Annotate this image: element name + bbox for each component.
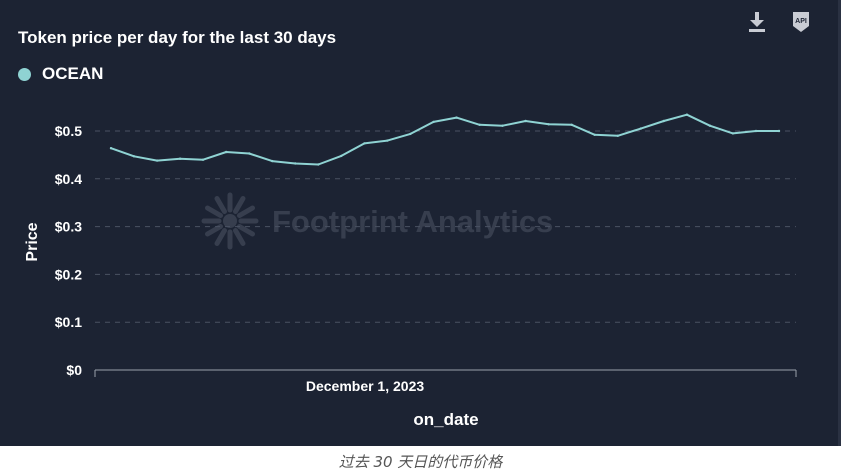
data-point [225,150,228,154]
data-point [662,119,665,123]
y-tick-label: $0.4 [55,171,82,187]
data-point [593,133,596,136]
y-tick-label: $0.3 [55,219,82,235]
watermark-ray [237,224,255,237]
watermark-ray [214,228,227,246]
data-point [201,158,205,161]
data-point [178,157,182,160]
watermark-text: Footprint Analytics [272,204,553,239]
grid-lines [95,130,796,323]
watermark-ray [214,196,227,214]
legend-swatch-icon [18,67,31,81]
data-point [754,129,758,133]
data-point [478,123,481,127]
data-point [317,163,320,166]
y-axis-ticks: $0 $0.1 $0.2 $0.3 $0.4 $0.5 [55,123,82,378]
data-point [109,147,113,150]
api-icon[interactable]: API [791,11,811,33]
data-point [432,120,435,124]
api-icon-label: API [795,18,807,25]
watermark-core [223,214,237,228]
download-icon[interactable] [747,11,767,33]
data-point [386,139,389,142]
y-tick-label: $0.1 [55,314,82,330]
data-point [570,123,573,127]
watermark-ray [233,196,246,214]
watermark: Footprint Analytics [201,192,553,250]
chart-canvas: Footprint Analytics $0$0.1$0.2$0.3$0.4$0… [24,113,797,429]
data-point [547,123,550,126]
data-point [501,124,504,127]
data-point [639,127,642,130]
scrollbar[interactable] [838,0,841,446]
data-point [455,116,458,119]
y-axis-label: Price [24,222,41,261]
x-tick-label: December 1, 2023 [306,378,425,394]
data-point [363,142,366,145]
watermark-ray [237,205,255,218]
data-point [685,113,689,116]
watermark-ray [205,205,223,218]
legend[interactable]: OCEAN [18,64,103,84]
data-point [708,124,712,127]
data-point [155,159,159,162]
data-point [294,162,297,165]
x-axis-label: on_date [413,410,478,429]
data-point [271,159,274,163]
footprint-logo-icon [201,192,259,250]
data-point [731,132,735,135]
x-axis: December 1, 2023 [94,369,797,394]
chart-panel: Footprint Analytics $0 $0.1 $0.2 $0.3 $0.4 $0… [0,0,841,446]
series-line-ocean [110,113,780,166]
y-tick-label: $0.5 [55,123,82,139]
watermark-ray [233,228,246,246]
data-point [616,134,619,137]
chart-title: Token price per day for the last 30 days [18,28,337,47]
y-tick-label: $0 [66,362,82,378]
legend-label: OCEAN [42,64,104,83]
data-point [777,129,781,133]
watermark-ray [205,224,223,237]
figure-caption: 过去 30 天日的代币价格 [338,453,503,471]
data-point [248,152,251,155]
data-point [409,132,412,136]
data-point [524,119,527,123]
data-point [132,155,136,158]
data-point [340,154,343,158]
series-ocean [109,113,781,166]
y-tick-label: $0.2 [55,266,82,282]
